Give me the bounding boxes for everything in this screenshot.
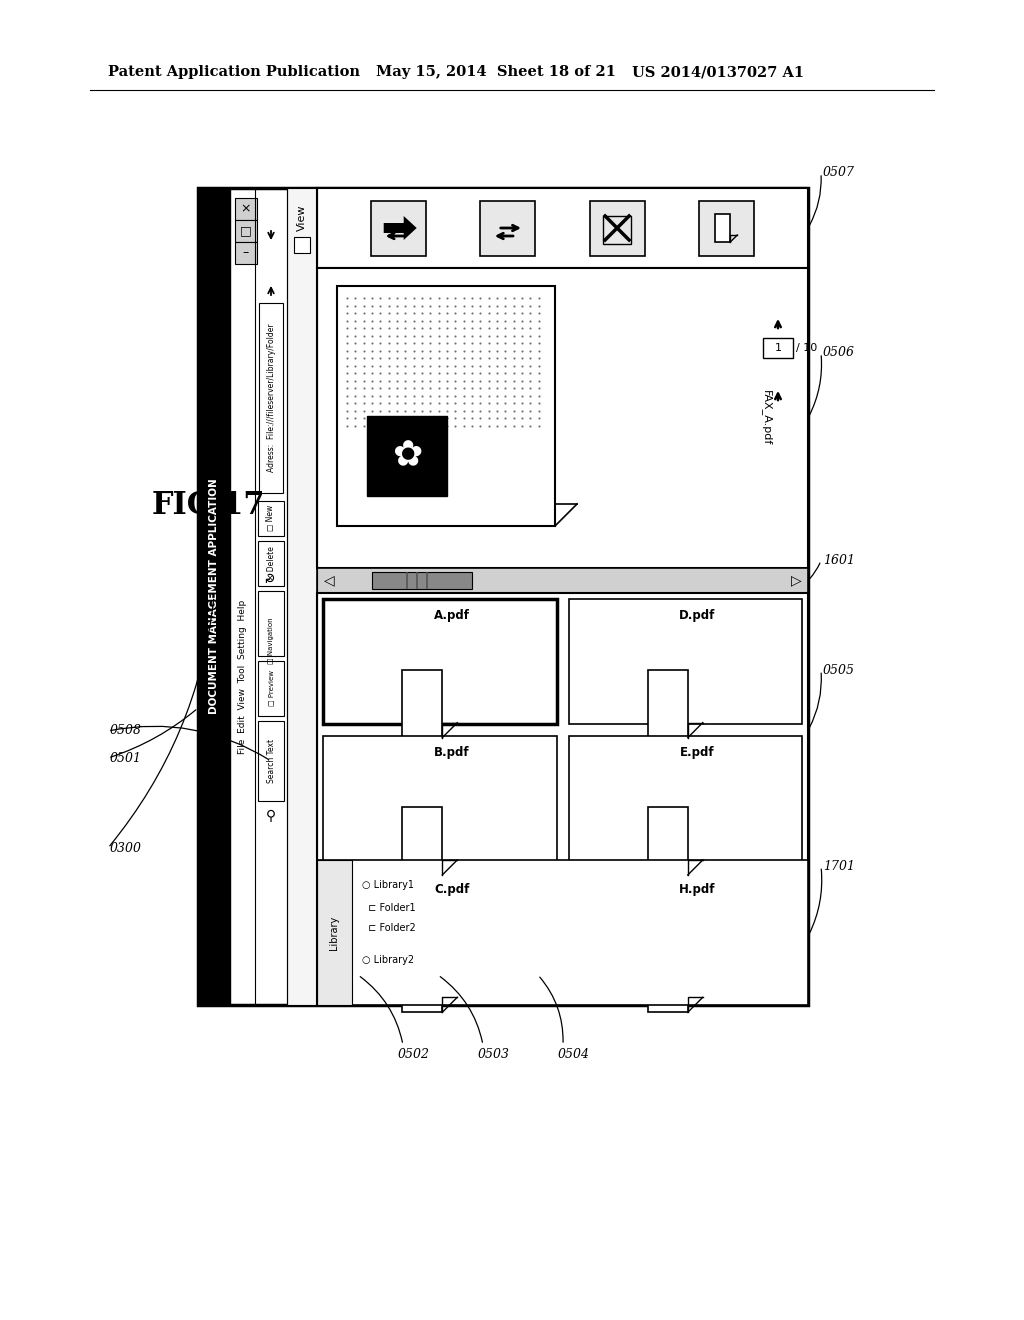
Bar bbox=[568, 737, 802, 862]
Text: ⚲: ⚲ bbox=[266, 809, 276, 822]
Text: A.pdf: A.pdf bbox=[434, 609, 470, 622]
Text: 0503: 0503 bbox=[478, 1048, 510, 1061]
Bar bbox=[287, 187, 317, 1005]
Bar bbox=[568, 599, 802, 725]
Bar bbox=[698, 201, 754, 256]
Text: □ New: □ New bbox=[266, 504, 275, 531]
Bar bbox=[323, 737, 556, 862]
Text: ▷: ▷ bbox=[791, 573, 802, 587]
Bar bbox=[258, 721, 284, 801]
Text: ○ Library1: ○ Library1 bbox=[362, 880, 414, 890]
Text: □ Navigation: □ Navigation bbox=[268, 618, 274, 664]
Text: 1701: 1701 bbox=[823, 859, 855, 873]
Bar bbox=[258, 541, 284, 586]
Text: □: □ bbox=[240, 224, 252, 238]
Bar bbox=[480, 201, 536, 256]
Bar bbox=[234, 220, 257, 242]
Bar bbox=[648, 807, 688, 875]
Bar bbox=[337, 286, 555, 525]
Bar bbox=[590, 201, 644, 256]
Bar bbox=[317, 861, 808, 1005]
Text: FAX_A.pdf: FAX_A.pdf bbox=[761, 391, 771, 446]
Text: 1601: 1601 bbox=[823, 554, 855, 568]
Text: ○ Library2: ○ Library2 bbox=[362, 954, 414, 965]
Bar bbox=[234, 198, 257, 220]
Bar bbox=[323, 599, 556, 725]
Text: C.pdf: C.pdf bbox=[434, 883, 469, 896]
Bar bbox=[317, 593, 808, 1005]
Text: View: View bbox=[297, 205, 307, 231]
Bar bbox=[294, 238, 310, 253]
Text: FIG.17: FIG.17 bbox=[152, 490, 265, 520]
Bar bbox=[258, 661, 284, 715]
Text: Adress:  File:///fileserver/Library/Folder: Adress: File:///fileserver/Library/Folde… bbox=[266, 323, 275, 473]
Text: E.pdf: E.pdf bbox=[680, 746, 715, 759]
Bar bbox=[402, 669, 442, 738]
Polygon shape bbox=[384, 216, 417, 240]
Text: 0504: 0504 bbox=[558, 1048, 590, 1061]
Text: May 15, 2014  Sheet 18 of 21: May 15, 2014 Sheet 18 of 21 bbox=[376, 65, 616, 79]
Bar bbox=[317, 187, 808, 268]
Bar bbox=[402, 944, 442, 1012]
Text: –: – bbox=[243, 247, 249, 260]
Text: File  Edit  View  Tool  Setting  Help: File Edit View Tool Setting Help bbox=[238, 599, 247, 754]
Text: B.pdf: B.pdf bbox=[434, 746, 470, 759]
Text: ×: × bbox=[241, 202, 251, 215]
Text: □ Preview: □ Preview bbox=[268, 671, 274, 706]
Bar bbox=[323, 874, 556, 999]
Text: / 10: / 10 bbox=[796, 343, 817, 352]
Bar bbox=[372, 572, 472, 589]
Bar bbox=[402, 807, 442, 875]
Bar bbox=[568, 874, 802, 999]
Bar bbox=[317, 268, 808, 568]
Text: 0507: 0507 bbox=[823, 166, 855, 180]
Text: 0505: 0505 bbox=[823, 664, 855, 677]
Bar bbox=[234, 242, 257, 264]
Text: H.pdf: H.pdf bbox=[679, 883, 716, 896]
Text: Patent Application Publication: Patent Application Publication bbox=[108, 65, 360, 79]
Text: ⊏ Folder1: ⊏ Folder1 bbox=[362, 903, 416, 913]
Bar bbox=[317, 568, 808, 593]
Text: 0506: 0506 bbox=[823, 346, 855, 359]
Text: ✿: ✿ bbox=[392, 440, 422, 473]
Text: Search Text: Search Text bbox=[266, 739, 275, 783]
Bar bbox=[371, 201, 426, 256]
Text: 0501: 0501 bbox=[110, 751, 142, 764]
Bar bbox=[258, 502, 284, 536]
Text: ⊏ Folder2: ⊏ Folder2 bbox=[362, 923, 416, 933]
Text: 0502: 0502 bbox=[398, 1048, 430, 1061]
Bar bbox=[716, 214, 730, 242]
Text: 0508: 0508 bbox=[110, 725, 142, 738]
Bar bbox=[198, 187, 808, 1005]
Bar bbox=[259, 304, 283, 492]
Text: D.pdf: D.pdf bbox=[679, 609, 716, 622]
Text: 0300: 0300 bbox=[110, 842, 142, 854]
Bar bbox=[367, 416, 447, 496]
Bar bbox=[603, 216, 631, 244]
Bar bbox=[317, 861, 352, 1005]
Text: Library: Library bbox=[330, 915, 340, 949]
Text: ◁: ◁ bbox=[324, 573, 334, 587]
Text: 1: 1 bbox=[774, 343, 781, 352]
Bar bbox=[763, 338, 793, 358]
Bar bbox=[648, 669, 688, 738]
Bar bbox=[258, 591, 284, 656]
Bar bbox=[648, 944, 688, 1012]
Bar bbox=[198, 187, 230, 1005]
Text: ↻: ↻ bbox=[264, 570, 278, 582]
Text: US 2014/0137027 A1: US 2014/0137027 A1 bbox=[632, 65, 804, 79]
Text: ✕ Delete: ✕ Delete bbox=[266, 546, 275, 579]
Text: DOCUMENT MANAGEMENT APPLICATION: DOCUMENT MANAGEMENT APPLICATION bbox=[209, 479, 219, 714]
